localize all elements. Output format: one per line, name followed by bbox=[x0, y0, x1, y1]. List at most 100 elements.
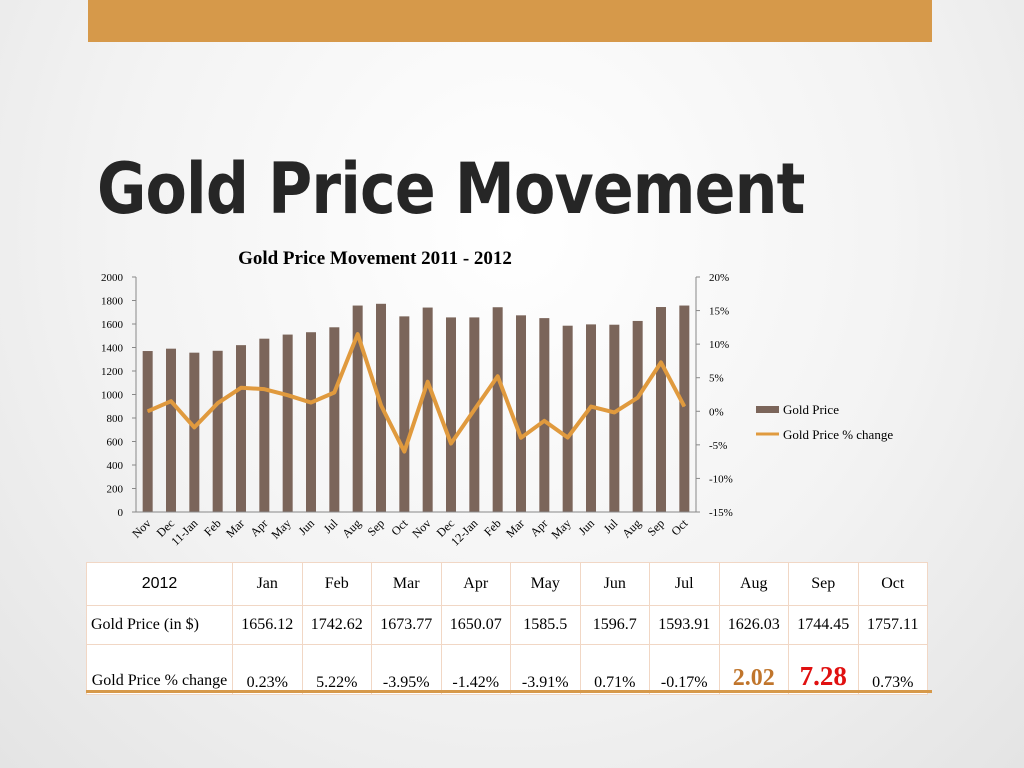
table-change-cell: -3.91% bbox=[510, 644, 581, 695]
table-price-cell: 1744.45 bbox=[788, 605, 859, 645]
bar-gold-price bbox=[142, 351, 153, 512]
table-header-row: 2012 Jan Feb Mar Apr May Jun Jul Aug Sep… bbox=[86, 562, 928, 606]
point-pct-change bbox=[403, 451, 405, 453]
point-pct-change bbox=[357, 333, 359, 335]
point-pct-change bbox=[380, 404, 382, 406]
table-month-header: Feb bbox=[301, 562, 372, 606]
point-pct-change bbox=[427, 381, 429, 383]
y-left-tick-label: 1400 bbox=[101, 343, 124, 355]
table-change-cell: 5.22% bbox=[301, 644, 372, 695]
chart-legend: Gold Price Gold Price % change bbox=[756, 402, 893, 442]
table-price-cell: 1626.03 bbox=[718, 605, 789, 645]
x-tick-label: Feb bbox=[481, 516, 504, 539]
bar-gold-price bbox=[422, 307, 433, 512]
x-tick-label: Jun bbox=[575, 516, 597, 538]
bar-gold-price bbox=[399, 316, 410, 512]
table-price-cell: 1656.12 bbox=[232, 605, 303, 645]
bar-gold-price bbox=[282, 334, 293, 512]
point-pct-change bbox=[567, 437, 569, 439]
x-tick-label: Jul bbox=[321, 516, 341, 536]
bar-gold-price bbox=[586, 324, 596, 512]
bar-gold-price bbox=[259, 338, 270, 512]
y-left-tick-label: 2000 bbox=[101, 272, 124, 284]
gold-price-chart: Gold Price Movement 2011 - 2012 0 200 400 6… bbox=[101, 248, 893, 549]
point-pct-change bbox=[543, 420, 545, 422]
bar-gold-price bbox=[189, 352, 200, 512]
bar-gold-price bbox=[166, 348, 176, 512]
x-tick-label: Apr bbox=[247, 516, 270, 539]
x-tick-label: Aug bbox=[619, 516, 644, 541]
y-right-tick-label: 20% bbox=[709, 272, 729, 284]
table-month-header: Apr bbox=[440, 562, 511, 606]
x-tick-label: 12-Jan bbox=[448, 516, 481, 549]
point-pct-change bbox=[170, 400, 172, 402]
y-right-tick-label: -5% bbox=[709, 440, 727, 452]
x-tick-label: Aug bbox=[339, 516, 364, 541]
bar-gold-price bbox=[329, 327, 340, 512]
bar-gold-price bbox=[352, 305, 363, 512]
point-pct-change bbox=[240, 387, 242, 389]
point-pct-change bbox=[450, 443, 452, 445]
table-price-cell: 1742.62 bbox=[301, 605, 372, 645]
y-right-tick-label: -15% bbox=[709, 507, 733, 519]
y-left-tick-label: 600 bbox=[107, 437, 124, 449]
point-pct-change bbox=[520, 437, 522, 439]
point-pct-change bbox=[217, 402, 219, 404]
table-price-cell: 1596.7 bbox=[579, 605, 650, 645]
x-tick-label: Mar bbox=[223, 516, 247, 540]
point-pct-change bbox=[497, 375, 499, 377]
bar-gold-price bbox=[539, 318, 550, 512]
x-tick-label: Nov bbox=[129, 516, 154, 541]
y-left-tick-label: 400 bbox=[107, 460, 124, 472]
point-pct-change bbox=[263, 388, 265, 390]
y-right-tick-label: -10% bbox=[709, 473, 733, 485]
x-tick-label: May bbox=[268, 516, 293, 541]
table-change-cell: 0.71% bbox=[579, 644, 650, 695]
point-pct-change bbox=[310, 402, 312, 404]
y-right-tick-label: 0% bbox=[709, 406, 724, 418]
table-change-cell-highlight: 2.02 bbox=[718, 644, 789, 695]
y-left-tick-label: 1800 bbox=[101, 296, 124, 308]
line-layer bbox=[146, 332, 687, 454]
x-tick-label: Apr bbox=[527, 516, 550, 539]
table-month-header: Sep bbox=[788, 562, 859, 606]
x-tick-label: Oct bbox=[668, 516, 691, 539]
bar-gold-price bbox=[469, 317, 480, 512]
x-tick-label: Feb bbox=[201, 516, 224, 539]
x-tick-label: Sep bbox=[644, 516, 667, 539]
table-change-cell: 0.23% bbox=[232, 644, 303, 695]
point-pct-change bbox=[613, 411, 615, 413]
table-month-header: Jul bbox=[649, 562, 720, 606]
table-month-header: Jan bbox=[232, 562, 303, 606]
y-left-tick-label: 0 bbox=[118, 507, 124, 519]
chart-title: Gold Price Movement 2011 - 2012 bbox=[238, 248, 512, 269]
gold-price-table: 2012 Jan Feb Mar Apr May Jun Jul Aug Sep… bbox=[86, 562, 928, 695]
page-title: Gold Price Movement bbox=[97, 148, 805, 230]
table-price-cell: 1650.07 bbox=[440, 605, 511, 645]
y-left-tick-label: 1600 bbox=[101, 319, 124, 331]
table-change-cell-highlight: 7.28 bbox=[788, 644, 859, 695]
y-left-tick-label: 800 bbox=[107, 413, 124, 425]
bar-gold-price bbox=[679, 305, 690, 512]
point-pct-change bbox=[193, 426, 195, 428]
x-tick-label: Mar bbox=[503, 516, 527, 540]
x-tick-label: Sep bbox=[364, 516, 387, 539]
legend-swatch-gold-price bbox=[756, 406, 779, 413]
bar-gold-price bbox=[446, 317, 456, 512]
legend-label-gold-price: Gold Price bbox=[783, 402, 839, 417]
table-year-label: 2012 bbox=[86, 562, 233, 606]
table-month-header: Aug bbox=[718, 562, 789, 606]
top-accent-bar bbox=[88, 0, 932, 42]
point-pct-change bbox=[660, 361, 662, 363]
bar-gold-price bbox=[236, 345, 246, 512]
bar-gold-price bbox=[632, 320, 643, 512]
x-tick-label: May bbox=[548, 516, 573, 541]
bottom-accent-rule bbox=[86, 690, 932, 693]
table-change-cell: -0.17% bbox=[649, 644, 720, 695]
x-tick-label: Jun bbox=[295, 516, 317, 538]
x-tick-label: Oct bbox=[388, 516, 411, 539]
table-change-cell: -3.95% bbox=[371, 644, 442, 695]
y-left-tick-label: 1200 bbox=[101, 366, 124, 378]
y-left-tick-label: 1000 bbox=[101, 390, 124, 402]
line-pct-change bbox=[146, 332, 687, 454]
